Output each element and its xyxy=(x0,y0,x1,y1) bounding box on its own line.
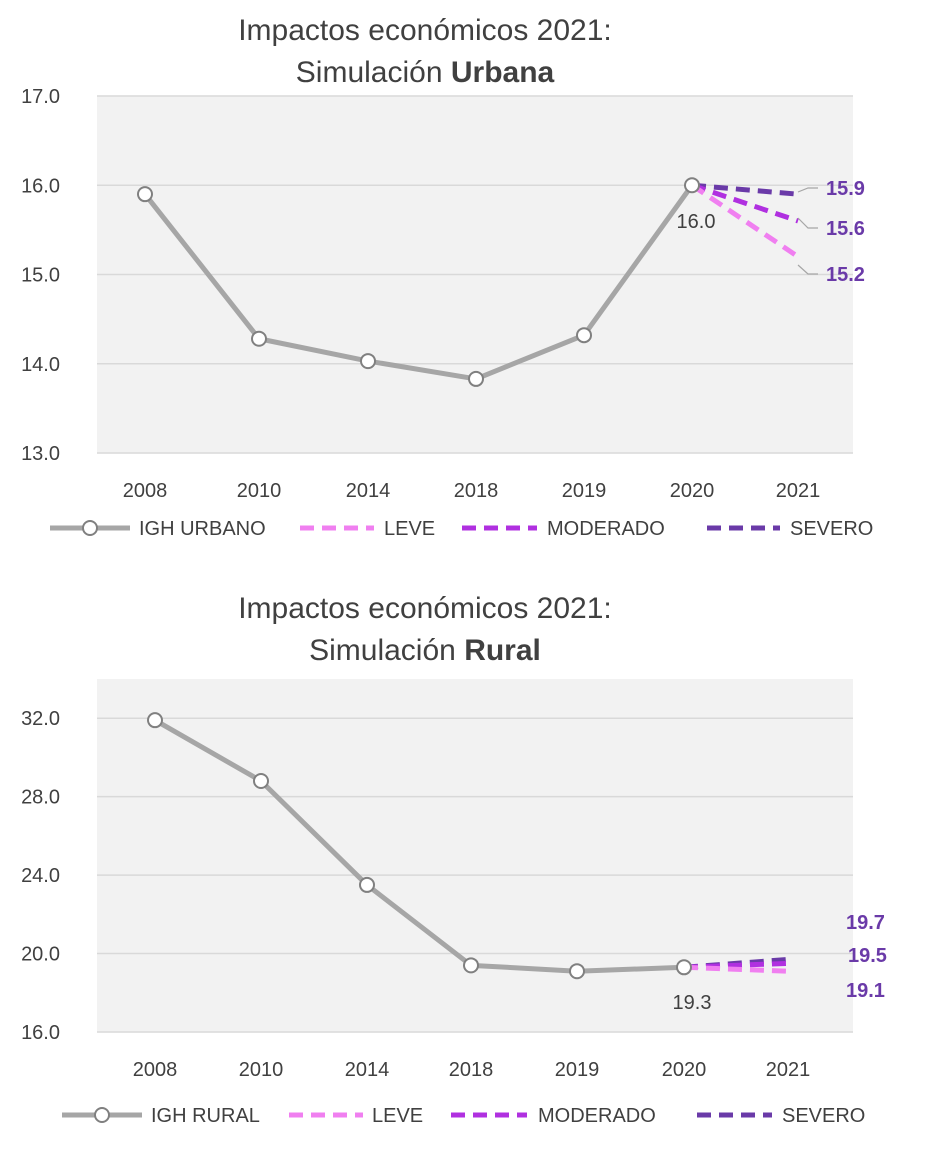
y-tick-label: 14.0 xyxy=(21,354,60,376)
series-line-historic xyxy=(143,183,695,382)
y-tick-label: 16.0 xyxy=(21,1022,60,1044)
legend-marker xyxy=(94,1107,110,1123)
legend-label: SEVERO xyxy=(782,1105,865,1127)
legend-label: MODERADO xyxy=(547,518,665,540)
chart-title-urban: Impactos económicos 2021: Simulación Urb… xyxy=(140,10,710,94)
title-line-2: Simulación Urbana xyxy=(295,56,555,89)
legend-marker xyxy=(82,520,98,536)
leader-line xyxy=(797,187,818,193)
legend-label: SEVERO xyxy=(790,518,873,540)
data-point xyxy=(360,353,376,370)
data-point xyxy=(676,959,692,976)
title-line-2: Simulación Rural xyxy=(309,634,541,667)
plot-area xyxy=(97,679,853,1032)
data-point xyxy=(463,957,479,974)
data-point xyxy=(576,327,592,344)
x-tick-label: 2010 xyxy=(239,1059,284,1081)
data-label: 19.3 xyxy=(673,992,712,1014)
x-tick-label: 2010 xyxy=(237,480,282,502)
leader-line xyxy=(797,264,818,275)
series-line-leve xyxy=(683,964,789,974)
y-tick-label: 28.0 xyxy=(21,787,60,809)
title-line-1: Impactos económicos 2021: xyxy=(238,14,612,47)
y-tick-label: 13.0 xyxy=(21,443,60,465)
legend-label: LEVE xyxy=(384,518,435,540)
y-tick-label: 16.0 xyxy=(21,175,60,197)
data-point xyxy=(359,876,375,893)
y-tick-label: 32.0 xyxy=(21,708,60,730)
x-tick-label: 2021 xyxy=(766,1059,811,1081)
x-tick-label: 2014 xyxy=(346,480,391,502)
x-tick-label: 2019 xyxy=(562,480,607,502)
x-tick-label: 2018 xyxy=(449,1059,494,1081)
x-tick-label: 2020 xyxy=(670,480,715,502)
x-tick-label: 2014 xyxy=(345,1059,390,1081)
scenario-end-label: 19.7 xyxy=(846,912,885,934)
x-tick-label: 2020 xyxy=(662,1059,707,1081)
series-line-severo xyxy=(691,182,799,197)
data-point xyxy=(253,772,269,789)
series-line-moderado xyxy=(691,182,799,224)
scenario-end-label: 15.6 xyxy=(826,218,865,240)
title-line-1: Impactos económicos 2021: xyxy=(238,592,612,625)
x-tick-label: 2008 xyxy=(133,1059,178,1081)
legend-label: MODERADO xyxy=(538,1105,656,1127)
x-tick-label: 2019 xyxy=(555,1059,600,1081)
data-point xyxy=(569,963,585,980)
leader-line xyxy=(797,217,818,229)
data-point xyxy=(147,712,163,729)
legend-label: LEVE xyxy=(372,1105,423,1127)
scenario-end-label: 15.9 xyxy=(826,178,865,200)
scenario-end-label: 15.2 xyxy=(826,264,865,286)
data-label: 16.0 xyxy=(677,211,716,233)
series-line-historic xyxy=(153,718,685,974)
x-tick-label: 2018 xyxy=(454,480,499,502)
scenario-end-label: 19.1 xyxy=(846,980,885,1002)
series-line-moderado xyxy=(683,960,789,970)
y-tick-label: 24.0 xyxy=(21,865,60,887)
y-tick-label: 20.0 xyxy=(21,944,60,966)
chart-title-rural: Impactos económicos 2021: Simulación Rur… xyxy=(140,588,710,672)
y-tick-label: 17.0 xyxy=(21,86,60,108)
data-point xyxy=(137,186,153,203)
data-point xyxy=(251,330,267,347)
legend-label: IGH URBANO xyxy=(139,518,266,540)
data-point xyxy=(684,177,700,194)
y-tick-label: 15.0 xyxy=(21,265,60,287)
x-tick-label: 2021 xyxy=(776,480,821,502)
legend-label: IGH RURAL xyxy=(151,1105,260,1127)
x-tick-label: 2008 xyxy=(123,480,168,502)
data-point xyxy=(468,370,484,387)
scenario-end-label: 19.5 xyxy=(848,945,887,967)
